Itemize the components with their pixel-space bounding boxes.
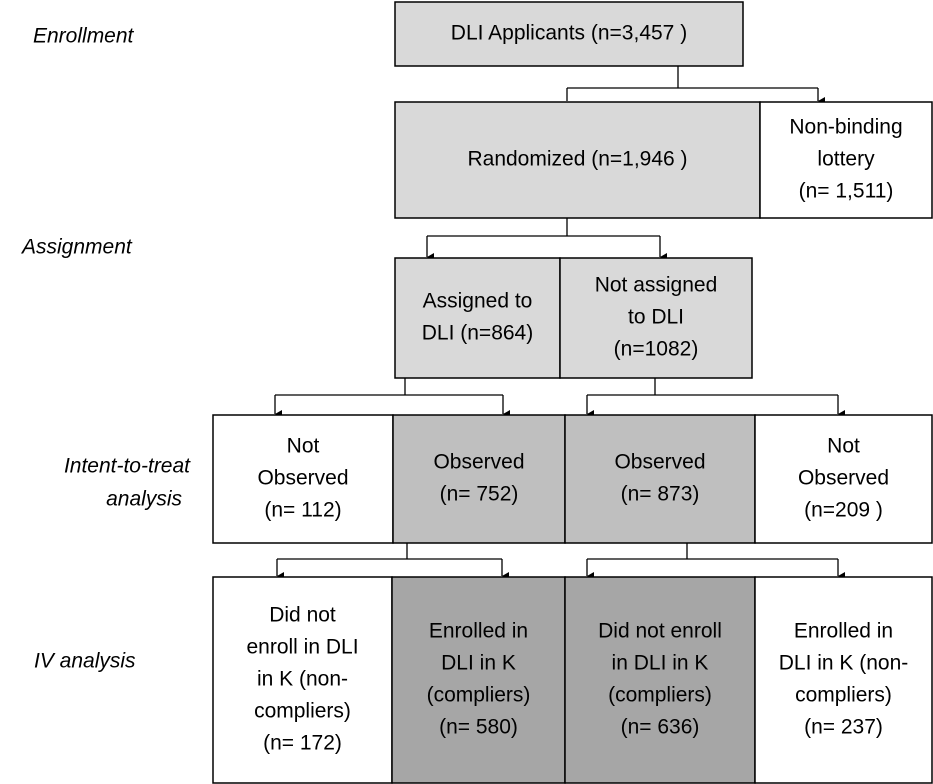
node-label: Observed bbox=[614, 451, 705, 474]
node-label: Randomized (n=1,946 ) bbox=[467, 148, 687, 171]
node-label: (n=209 ) bbox=[804, 499, 883, 522]
node-label: Not assigned bbox=[595, 274, 718, 297]
node-label: Enrolled in bbox=[794, 620, 893, 643]
node-box bbox=[564, 414, 756, 544]
node-label: (compliers) bbox=[427, 684, 531, 707]
node-label: (n= 172) bbox=[263, 732, 342, 755]
node-label: Not bbox=[827, 435, 860, 458]
node-label: DLI in K bbox=[441, 652, 516, 675]
node-label: DLI (n=864) bbox=[422, 322, 533, 345]
connector bbox=[277, 543, 838, 560]
node-label: compliers) bbox=[795, 684, 892, 707]
stage-label: analysis bbox=[106, 488, 182, 511]
node-label: Assigned to bbox=[423, 290, 533, 313]
stage-label: Intent-to-treat bbox=[64, 455, 191, 478]
arrow bbox=[566, 88, 818, 101]
node-label: (n=1082) bbox=[614, 338, 699, 361]
node-label: (n= 112) bbox=[264, 499, 341, 522]
node-box bbox=[212, 414, 394, 544]
stage-label: Enrollment bbox=[33, 25, 135, 48]
connector bbox=[427, 218, 660, 237]
node-label: (compliers) bbox=[608, 684, 712, 707]
node-label: Did not enroll bbox=[598, 620, 722, 643]
node-label: in K (non- bbox=[257, 668, 348, 691]
node-label: Non-binding bbox=[789, 116, 902, 139]
node-label: (n= 752) bbox=[440, 483, 519, 506]
node-label: lottery bbox=[817, 148, 875, 171]
node-label: (n= 1,511) bbox=[799, 180, 894, 203]
node-label: to DLI bbox=[628, 306, 684, 329]
node-box bbox=[212, 576, 393, 784]
node-label: Observed bbox=[433, 451, 524, 474]
connectors bbox=[274, 66, 845, 580]
node-box bbox=[391, 576, 566, 784]
node-box bbox=[754, 576, 933, 784]
node-box bbox=[394, 101, 761, 219]
connector bbox=[567, 66, 818, 89]
node-label: (n= 580) bbox=[439, 716, 518, 739]
node-box bbox=[759, 101, 933, 219]
node-label: Did not bbox=[269, 604, 336, 627]
node-label: enroll in DLI bbox=[246, 636, 358, 659]
node-box bbox=[754, 414, 933, 544]
node-box bbox=[564, 576, 756, 784]
node-box bbox=[392, 414, 566, 544]
node-label: Enrolled in bbox=[429, 620, 528, 643]
node-label: Not bbox=[287, 435, 320, 458]
node-label: (n= 237) bbox=[804, 716, 883, 739]
node-box bbox=[394, 1, 744, 67]
stage-label: Assignment bbox=[20, 236, 133, 259]
node-label: in DLI in K bbox=[612, 652, 709, 675]
node-label: DLI in K (non- bbox=[779, 652, 909, 675]
stage-label: IV analysis bbox=[34, 650, 136, 673]
node-label: compliers) bbox=[254, 700, 351, 723]
node-label: (n= 636) bbox=[621, 716, 700, 739]
node-box bbox=[559, 257, 753, 379]
node-label: (n= 873) bbox=[621, 483, 700, 506]
node-label: Observed bbox=[798, 467, 889, 490]
node-label: DLI Applicants (n=3,457 ) bbox=[451, 22, 687, 45]
node-label: Observed bbox=[257, 467, 348, 490]
node-box bbox=[394, 257, 561, 379]
connector bbox=[275, 378, 838, 396]
